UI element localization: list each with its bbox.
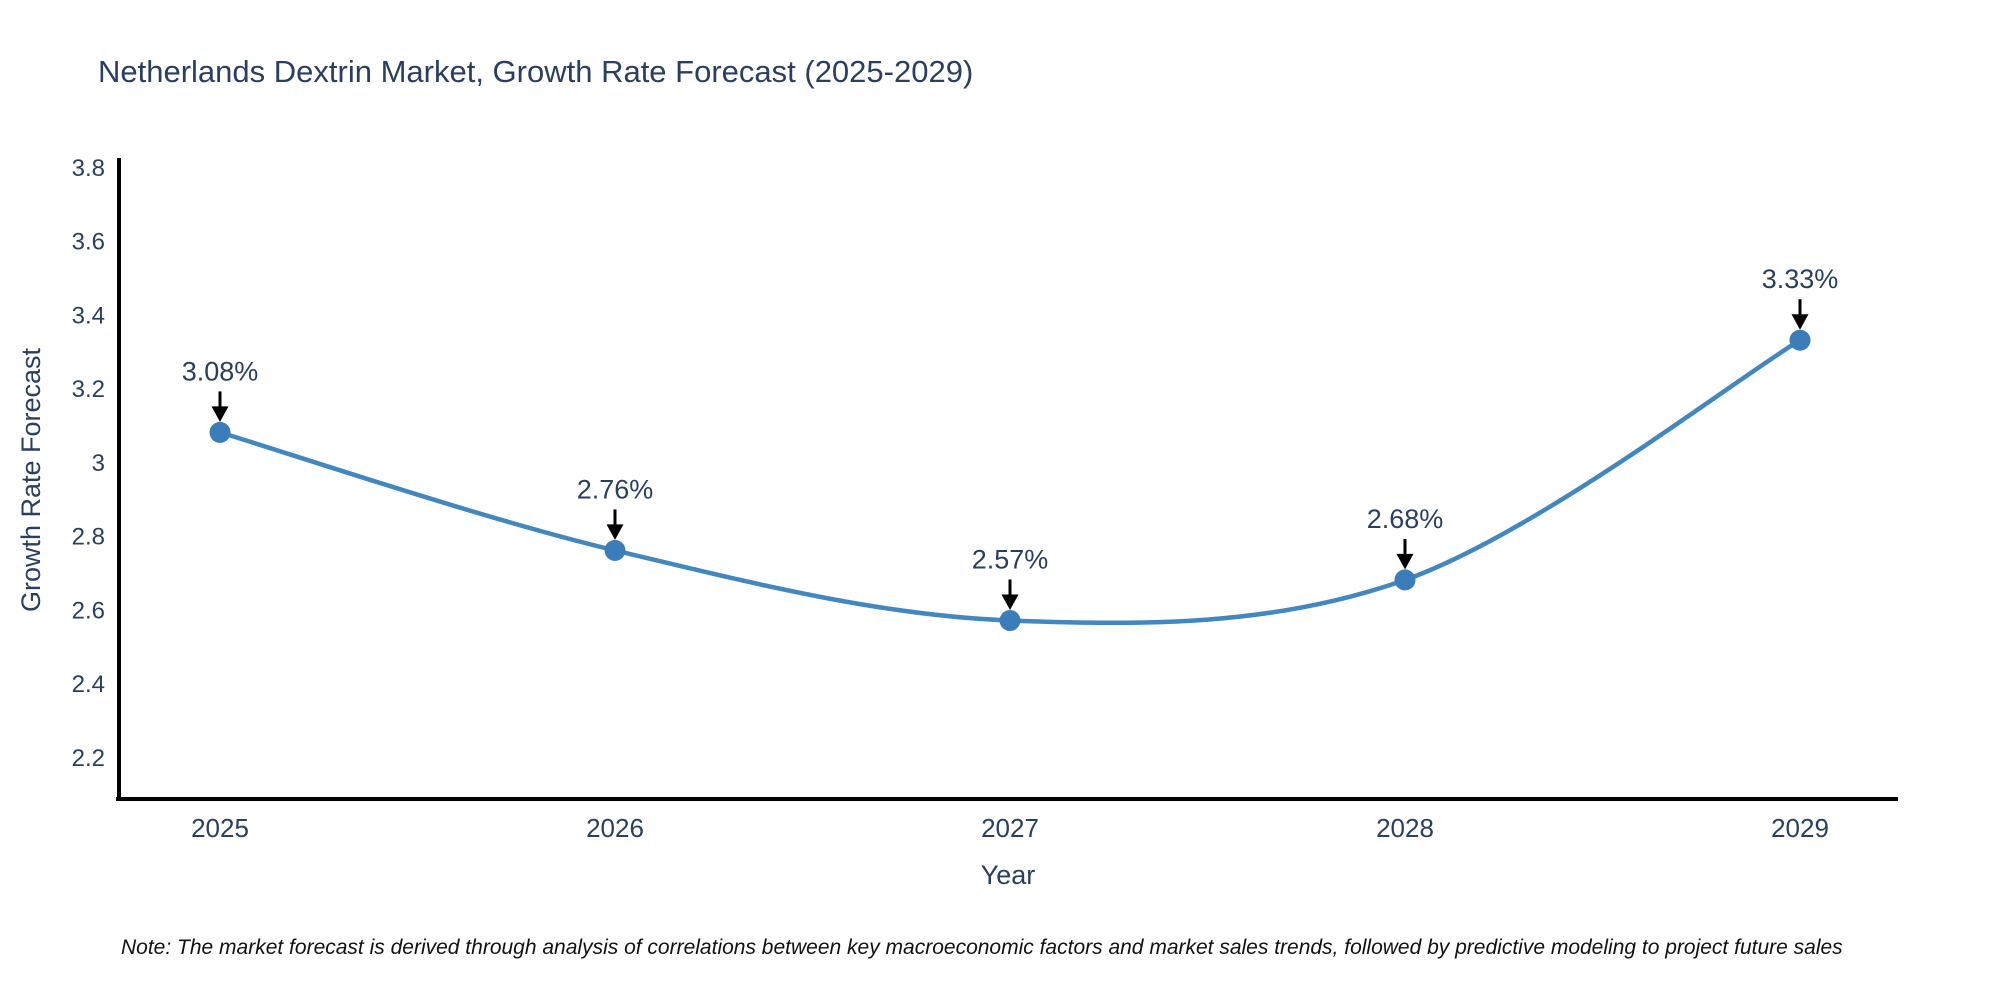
- data-point-label: 3.08%: [182, 356, 259, 386]
- x-tick-label: 2025: [191, 813, 249, 843]
- y-tick-label: 2.4: [72, 671, 105, 698]
- y-tick-label: 3.6: [72, 229, 105, 256]
- annotation-arrow-head: [211, 406, 229, 422]
- chart-title: Netherlands Dextrin Market, Growth Rate …: [98, 54, 974, 89]
- x-tick-label: 2026: [586, 813, 644, 843]
- annotation-arrow-head: [1001, 594, 1019, 610]
- y-tick-label: 2.6: [72, 597, 105, 624]
- y-tick-label: 2.8: [72, 524, 105, 551]
- data-point-label: 2.57%: [972, 544, 1049, 574]
- annotation-arrow-head: [1791, 314, 1809, 330]
- y-tick-label: 2.2: [72, 745, 105, 772]
- footnote: Note: The market forecast is derived thr…: [121, 936, 1843, 959]
- data-point-marker: [999, 609, 1021, 631]
- data-point-label: 2.76%: [577, 474, 654, 504]
- x-tick-label: 2027: [981, 813, 1039, 843]
- y-tick-label: 3.2: [72, 376, 105, 403]
- x-tick-label: 2029: [1771, 813, 1829, 843]
- data-point-label: 3.33%: [1762, 264, 1839, 294]
- data-point-marker: [209, 421, 231, 443]
- annotation-arrow-head: [606, 524, 624, 540]
- y-tick-label: 3.8: [72, 155, 105, 182]
- data-point-marker: [1394, 569, 1416, 591]
- x-tick-label: 2028: [1376, 813, 1434, 843]
- y-tick-label: 3: [92, 450, 105, 477]
- data-point-marker: [1789, 329, 1811, 351]
- annotation-arrow-head: [1396, 553, 1414, 570]
- y-axis-title: Growth Rate Forecast: [16, 347, 46, 613]
- data-point-marker: [604, 539, 626, 561]
- y-tick-label: 3.4: [72, 302, 105, 329]
- data-point-label: 2.68%: [1367, 504, 1444, 534]
- x-axis-title: Year: [980, 860, 1036, 890]
